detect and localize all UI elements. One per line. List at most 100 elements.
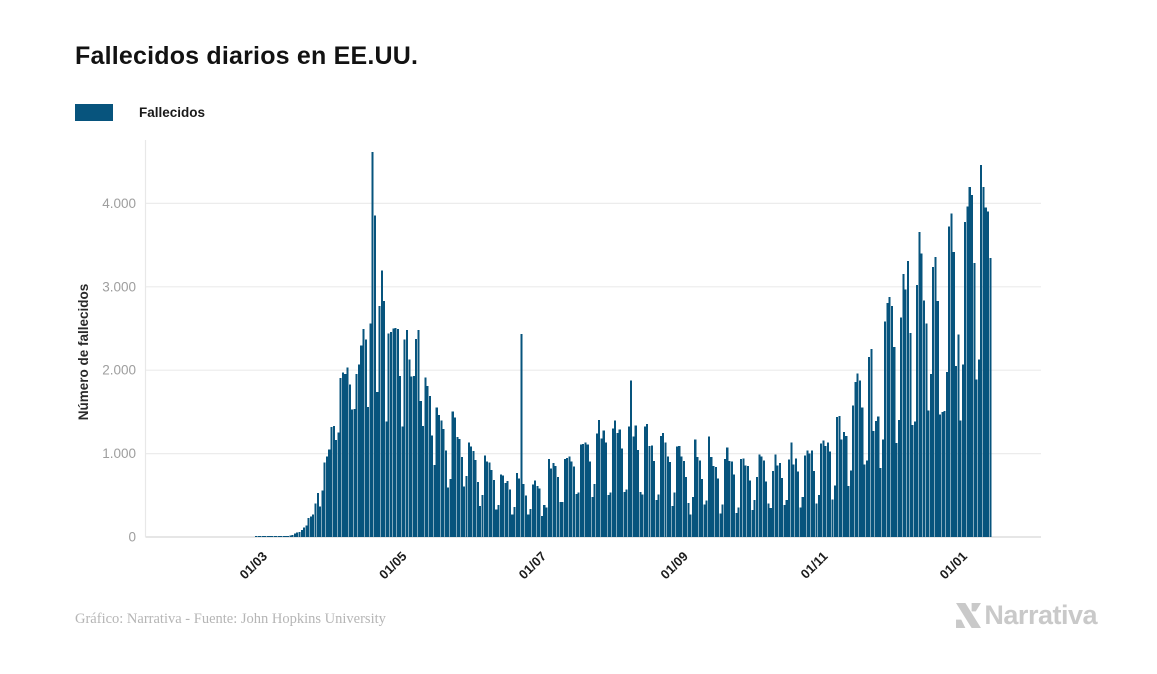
bar [511, 514, 514, 537]
narrativa-logo: Narrativa [955, 600, 1097, 631]
bar [529, 509, 532, 537]
legend-label: Fallecidos [139, 104, 206, 120]
bar [373, 215, 376, 537]
bar [952, 251, 955, 538]
bar [378, 306, 381, 537]
bar [598, 419, 601, 537]
bar [648, 446, 651, 537]
bar [433, 464, 436, 537]
bar [618, 429, 621, 537]
bar [657, 494, 660, 537]
bar [913, 421, 916, 537]
bar [874, 421, 877, 537]
source-credit: Gráfico: Narrativa - Fuente: John Hopkin… [75, 611, 386, 627]
bar [971, 194, 974, 538]
bar [698, 460, 701, 537]
legend: Fallecidos [75, 103, 205, 121]
bar [561, 501, 564, 537]
bar [945, 372, 948, 537]
bar [545, 507, 548, 537]
bar [280, 536, 283, 537]
bar [902, 274, 905, 537]
bar [955, 365, 958, 537]
bar [989, 258, 992, 537]
bar [719, 513, 722, 537]
bar [641, 494, 644, 537]
bar [749, 480, 752, 537]
bar [408, 359, 411, 537]
bar [305, 525, 308, 537]
bar [399, 376, 402, 537]
y-axis-tick-label: 2.000 [102, 363, 136, 378]
bar [977, 359, 980, 537]
bar [442, 429, 445, 537]
bar [451, 411, 454, 537]
bar [463, 486, 466, 537]
bar [353, 408, 356, 537]
bar [609, 492, 612, 537]
bar [904, 289, 907, 537]
bar [293, 533, 296, 537]
bar [348, 384, 351, 537]
bar [479, 505, 482, 537]
x-axis-tick-label: 01/07 [516, 549, 550, 583]
bar [357, 364, 360, 537]
bar [312, 514, 315, 537]
bar [264, 536, 267, 537]
bar [522, 483, 525, 537]
bar [723, 459, 726, 537]
bar [653, 460, 656, 537]
bar [554, 465, 557, 537]
bar [602, 430, 605, 537]
bar [691, 496, 694, 537]
bar [255, 536, 258, 537]
bar [472, 451, 475, 537]
bar [392, 328, 395, 537]
bar [856, 373, 859, 537]
bar [330, 426, 333, 537]
bar [877, 416, 880, 537]
bar [646, 423, 649, 537]
bar [790, 442, 793, 537]
bar [943, 410, 946, 537]
bar [925, 323, 928, 537]
y-axis-tick-label: 1.000 [102, 446, 136, 461]
bar [774, 454, 777, 537]
bar [506, 480, 509, 537]
bar [579, 444, 582, 537]
bar [826, 442, 829, 537]
bar [655, 500, 658, 537]
bar [314, 503, 317, 537]
bar [497, 505, 500, 537]
bar [454, 417, 457, 537]
bar [664, 442, 667, 537]
bar [396, 328, 399, 537]
bar [403, 339, 406, 537]
bar [595, 433, 598, 537]
bar [538, 488, 541, 537]
bar [456, 437, 459, 537]
bar [385, 421, 388, 537]
bar [808, 453, 811, 537]
bar [417, 330, 420, 537]
bar [831, 499, 834, 537]
bar [481, 494, 484, 537]
bar [916, 285, 919, 537]
bar [470, 446, 473, 537]
bar [351, 409, 354, 537]
bar [570, 461, 573, 537]
bar [524, 495, 527, 537]
bar [476, 482, 479, 537]
bar [625, 489, 628, 537]
bar [911, 425, 914, 537]
bar [833, 485, 836, 537]
bar [394, 328, 397, 537]
bar [389, 332, 393, 537]
bar [799, 507, 802, 537]
bar [643, 426, 646, 537]
bar [751, 509, 754, 537]
bar [547, 458, 550, 537]
bar [275, 536, 278, 537]
bar [959, 420, 962, 537]
bar [730, 461, 733, 537]
